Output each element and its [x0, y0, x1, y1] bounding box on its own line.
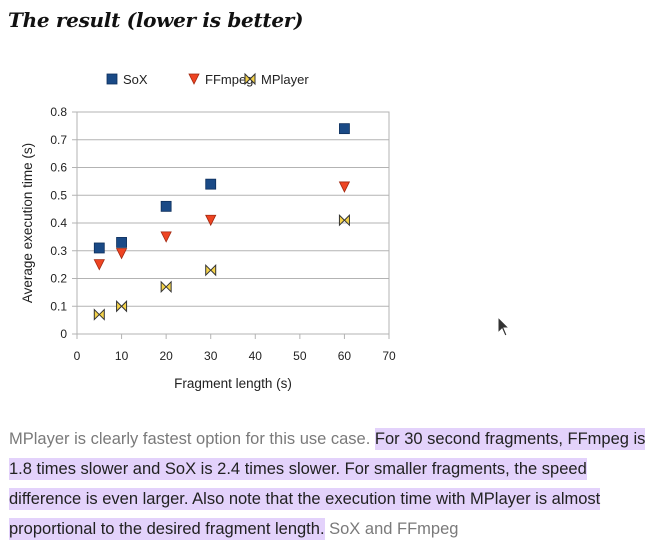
y-tick-label: 0.5 [50, 188, 67, 202]
sox-legend-label: SoX [123, 72, 148, 87]
mplayer-legend-label: MPlayer [261, 72, 309, 87]
x-tick-label: 20 [159, 349, 173, 363]
mouse-cursor-icon [497, 316, 511, 337]
y-tick-label: 0.1 [50, 299, 67, 313]
mplayer-point [116, 300, 128, 313]
ffmpeg-point [338, 181, 351, 193]
mplayer-point [93, 308, 105, 321]
ffmpeg-point [205, 214, 217, 227]
y-tick-label: 0.2 [50, 272, 67, 286]
x-axis-label: Fragment length (s) [174, 376, 292, 391]
y-tick-label: 0.6 [50, 161, 67, 175]
ffmpeg-point [115, 248, 128, 260]
sox-point [93, 242, 105, 254]
paragraph-tail: SoX and FFmpeg [324, 520, 459, 538]
ffmpeg-legend-marker [188, 73, 200, 85]
sox-legend-marker [106, 73, 118, 85]
mplayer-point [205, 263, 217, 277]
sox-point [339, 123, 350, 135]
ffmpeg-point [160, 231, 172, 243]
x-tick-label: 60 [338, 349, 352, 363]
mplayer-point [338, 214, 350, 227]
y-tick-label: 0 [60, 327, 67, 341]
y-tick-label: 0.7 [50, 133, 67, 147]
y-tick-label: 0.8 [50, 105, 67, 119]
sox-point [205, 178, 217, 190]
scatter-chart: 0 0.1 0.2 0.3 0.4 0.5 0.6 0.7 0.8 0 10 20 30 40 50 60 70… [20, 72, 396, 391]
x-tick-label: 70 [382, 349, 396, 363]
sox-point [160, 200, 172, 212]
x-tick-label: 0 [74, 349, 81, 363]
mplayer-point [160, 280, 172, 294]
paragraph-intro: MPlayer is clearly fastest option for th… [9, 430, 375, 448]
x-tick-label: 50 [293, 349, 307, 363]
result-paragraph: MPlayer is clearly fastest option for th… [9, 424, 659, 544]
x-tick-label: 30 [204, 349, 218, 363]
x-tick-label: 40 [249, 349, 263, 363]
y-axis-label: Average execution time (s) [20, 143, 35, 303]
x-tick-label: 10 [115, 349, 129, 363]
y-tick-label: 0.3 [50, 244, 67, 258]
y-tick-label: 0.4 [50, 216, 67, 230]
mplayer-legend-marker [244, 72, 256, 86]
sox-point [116, 237, 127, 248]
ffmpeg-point [93, 259, 105, 271]
ffmpeg-legend-label: FFmpeg [205, 72, 253, 87]
section-heading: The result (lower is better) [8, 8, 304, 32]
